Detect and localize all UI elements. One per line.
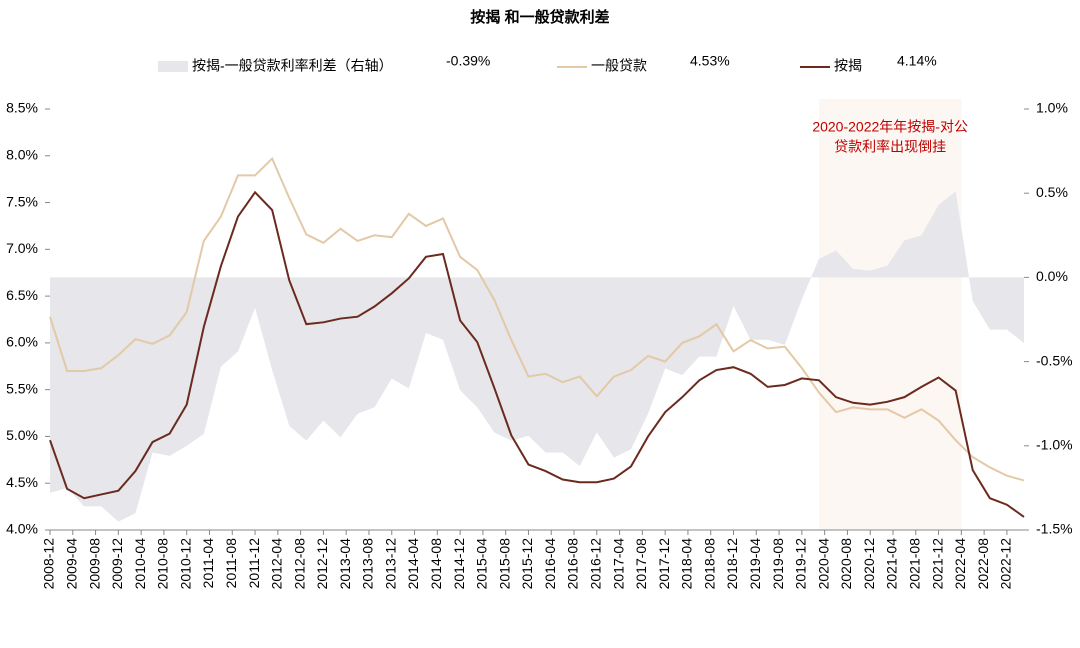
x-tick-label: 2020-08	[838, 538, 854, 590]
x-tick-label: 2010-04	[132, 538, 148, 590]
rate-line	[49, 190, 1025, 518]
legend-latest: 4.53%	[690, 53, 730, 69]
x-tick-label: 2014-04	[405, 538, 421, 590]
y-tick-label: 8.5%	[6, 100, 38, 116]
x-tick-label: 2014-08	[428, 538, 444, 590]
x-tick-label: 2016-08	[565, 538, 581, 590]
x-tick-label: 2015-08	[496, 538, 512, 590]
x-tick-label: 2019-04	[747, 538, 763, 590]
y-tick-label: 4.5%	[6, 474, 38, 490]
x-tick-label: 2019-12	[793, 538, 809, 590]
x-tick-label: 2022-12	[998, 538, 1014, 590]
x-tick-label: 2012-12	[314, 538, 330, 590]
x-tick-label: 2019-08	[770, 538, 786, 590]
y-tick-label: 8.0%	[6, 146, 38, 162]
x-tick-label: 2021-08	[906, 538, 922, 590]
x-tick-label: 2013-04	[337, 538, 353, 590]
legend-latest: -0.39%	[446, 53, 490, 69]
x-tick-label: 2020-12	[861, 538, 877, 590]
y-tick-label: 5.5%	[6, 380, 38, 396]
y2-tick-label: -1.0%	[1036, 437, 1073, 453]
x-tick-label: 2017-08	[633, 538, 649, 590]
x-tick-label: 2011-08	[223, 538, 239, 589]
x-tick-label: 2016-12	[588, 538, 604, 590]
legend-label: 按揭	[834, 58, 862, 74]
x-tick-label: 2011-04	[200, 538, 216, 589]
annotation: 贷款利率出现倒挂	[834, 139, 946, 155]
highlight-band	[818, 99, 962, 530]
y-tick-label: 6.0%	[6, 334, 38, 350]
x-tick-label: 2017-12	[656, 538, 672, 590]
x-tick-label: 2015-04	[474, 538, 490, 590]
y2-tick-label: -0.5%	[1036, 352, 1073, 368]
x-tick-label: 2013-12	[382, 538, 398, 590]
y2-tick-label: 1.0%	[1036, 100, 1068, 116]
y2-tick-label: 0.5%	[1036, 184, 1068, 200]
y-tick-label: 4.0%	[6, 521, 38, 537]
x-tick-label: 2012-04	[269, 538, 285, 590]
rate-line	[49, 156, 1025, 482]
x-tick-label: 2018-04	[679, 538, 695, 590]
annotation: 2020-2022年年按揭-对公	[812, 119, 968, 135]
y2-tick-label: -1.5%	[1036, 521, 1073, 537]
x-tick-label: 2012-08	[291, 538, 307, 590]
y-tick-label: 5.0%	[6, 427, 38, 443]
y-tick-label: 7.0%	[6, 240, 38, 256]
y-tick-label: 7.5%	[6, 193, 38, 209]
x-tick-label: 2020-04	[815, 538, 831, 590]
legend-swatch	[158, 61, 188, 72]
legend-latest: 4.14%	[897, 53, 937, 69]
x-tick-label: 2017-04	[610, 538, 626, 590]
x-tick-label: 2010-08	[155, 538, 171, 590]
x-tick-label: 2018-12	[724, 538, 740, 590]
x-tick-label: 2021-12	[929, 538, 945, 590]
x-tick-label: 2015-12	[519, 538, 535, 590]
x-tick-label: 2011-12	[246, 538, 262, 589]
spread-area	[50, 191, 1024, 522]
x-tick-label: 2009-04	[63, 538, 79, 590]
x-tick-label: 2009-08	[86, 538, 102, 590]
y-tick-label: 6.5%	[6, 287, 38, 303]
x-tick-label: 2009-12	[109, 538, 125, 590]
x-tick-label: 2021-04	[884, 538, 900, 590]
x-tick-label: 2018-08	[701, 538, 717, 590]
legend-label: 按揭-一般贷款利率利差（右轴）	[192, 58, 393, 74]
y2-tick-label: 0.0%	[1036, 268, 1068, 284]
x-tick-label: 2008-12	[41, 538, 57, 590]
x-tick-label: 2010-12	[177, 538, 193, 590]
legend-label: 一般贷款	[591, 58, 647, 74]
x-tick-label: 2022-04	[952, 538, 968, 590]
x-tick-label: 2013-08	[360, 538, 376, 590]
x-tick-label: 2022-08	[975, 538, 991, 590]
chart-title: 按揭 和一般贷款利差	[470, 8, 609, 26]
x-tick-label: 2016-04	[542, 538, 558, 590]
x-tick-label: 2014-12	[451, 538, 467, 590]
